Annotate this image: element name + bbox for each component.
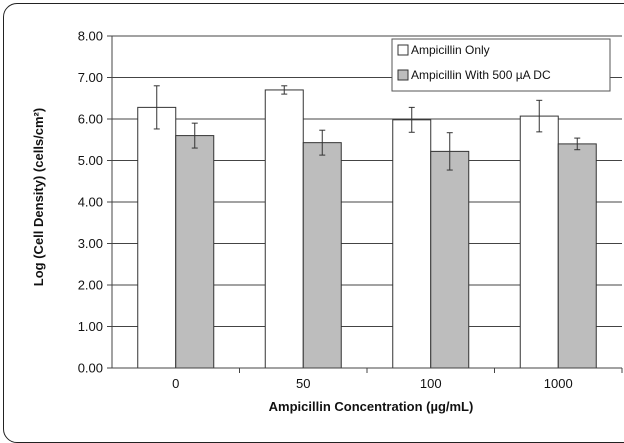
bar-chart: 0.00 1.00 2.00 3.00 4.00 5.00 6.00 7.00 8.00 0 50… (31, 29, 623, 414)
bar-ampicillin-with-dc (302, 142, 342, 369)
legend-swatch-ampicillin-with-dc (397, 69, 409, 81)
legend-label-ampicillin-with-dc: Ampicillin With 500 µA DC (411, 68, 551, 82)
y-tick-label: 5.00 (78, 153, 103, 168)
y-tick-label: 7.00 (78, 70, 103, 85)
bar-ampicillin-with-dc (557, 143, 597, 369)
bars (137, 89, 597, 369)
y-tick-labels: 0.00 1.00 2.00 3.00 4.00 5.00 6.00 7.00 8.00 (78, 29, 103, 376)
x-axis-label: Ampicillin Concentration (µg/mL) (269, 399, 474, 414)
x-tick-label: 0 (172, 376, 179, 391)
legend-box (391, 38, 611, 92)
y-tick-label: 4.00 (78, 195, 103, 210)
legend: Ampicillin Only Ampicillin With 500 µA D… (391, 38, 611, 92)
bar-ampicillin-only (264, 89, 304, 369)
x-tick-label: 50 (296, 376, 310, 391)
axes (107, 35, 623, 373)
y-tick-label: 6.00 (78, 112, 103, 127)
y-tick-label: 0.00 (78, 361, 103, 376)
x-tick-label: 1000 (544, 376, 573, 391)
legend-label-ampicillin-only: Ampicillin Only (411, 43, 490, 57)
x-tick-labels: 0 50 100 1000 (172, 376, 573, 391)
bar-ampicillin-only (392, 119, 432, 369)
y-tick-label: 1.00 (78, 319, 103, 334)
y-tick-label: 2.00 (78, 278, 103, 293)
bar-ampicillin-only (137, 106, 177, 369)
y-tick-label: 8.00 (78, 29, 103, 44)
y-axis-label: Log (Cell Density) (cells/cm²) (31, 108, 46, 286)
bar-ampicillin-with-dc (175, 135, 215, 369)
y-tick-label: 3.00 (78, 236, 103, 251)
legend-swatch-ampicillin-only (397, 44, 409, 56)
x-tick-label: 100 (420, 376, 442, 391)
bar-ampicillin-only (519, 115, 559, 369)
bar-ampicillin-with-dc (430, 150, 470, 369)
error-bars (153, 85, 581, 171)
